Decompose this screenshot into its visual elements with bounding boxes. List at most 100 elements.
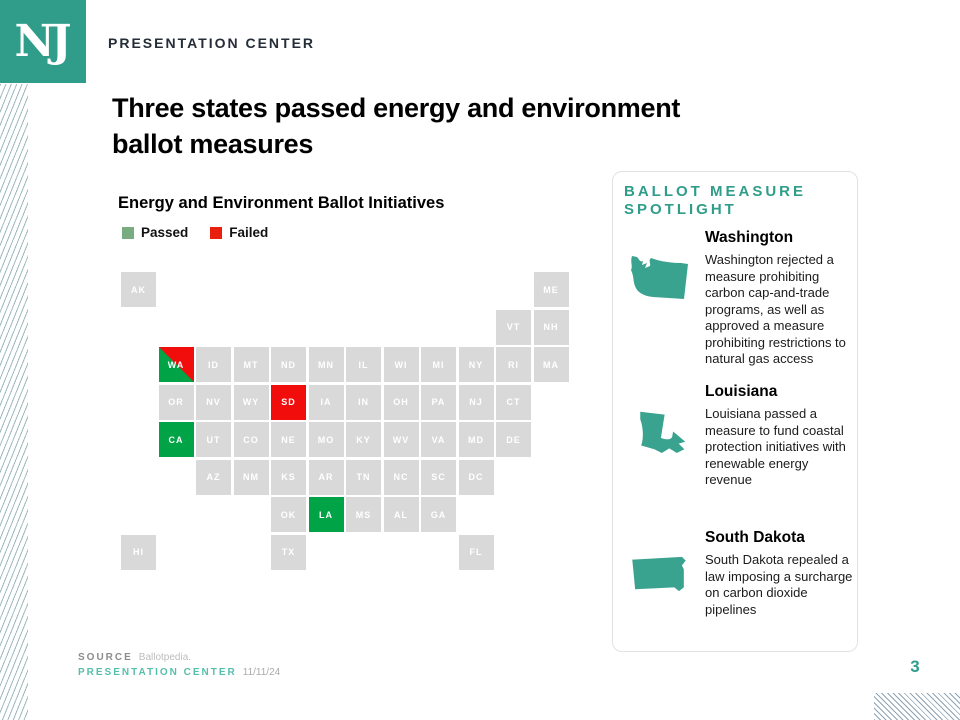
state-tile-label: GA <box>430 509 447 520</box>
state-tile-tx: TX <box>271 534 306 570</box>
state-tile-mo: MO <box>308 422 344 457</box>
state-tile-fl: FL <box>458 534 494 570</box>
state-tile-label: NJ <box>469 397 483 407</box>
slide-title: Three states passed energy and environme… <box>112 93 681 159</box>
state-tile-label: SD <box>281 397 296 407</box>
footer-brand-label: PRESENTATION CENTER <box>78 667 237 678</box>
state-tile-label: WI <box>394 359 408 370</box>
footer-date: 11/11/24 <box>242 667 281 678</box>
state-tile-ak: AK <box>121 272 156 307</box>
page-number: 3 <box>910 657 920 676</box>
state-tile-label: WA <box>167 359 185 370</box>
state-tile-label: TX <box>281 547 296 557</box>
state-tile-label: NY <box>468 359 484 370</box>
state-tile-label: KY <box>356 434 371 445</box>
nj-logo-text: NJ <box>14 16 71 67</box>
state-tile-label: OH <box>393 397 409 407</box>
state-tile-or: OR <box>158 384 194 420</box>
state-tile-label: NV <box>206 397 221 407</box>
state-tile-label: OR <box>168 397 184 407</box>
south-dakota-state-icon <box>632 556 686 592</box>
state-tile-ct: CT <box>496 384 531 420</box>
spotlight-state-text: South Dakota repealed a law imposing a s… <box>705 552 853 617</box>
state-tile-dc: DC <box>458 459 494 495</box>
state-tile-vt: VT <box>496 309 531 345</box>
state-tile-label: PA <box>431 397 446 407</box>
state-tile-me: ME <box>533 272 569 307</box>
nj-logo: NJ <box>0 0 86 83</box>
state-tile-id: ID <box>196 347 231 382</box>
state-tile-label: AK <box>131 284 146 295</box>
state-tile-label: MO <box>317 434 335 445</box>
state-tile-ca: CA <box>158 422 194 457</box>
legend-item-passed: Passed <box>122 225 188 240</box>
spotlight-entry-south-dakota: South Dakota South Dakota repealed a law… <box>613 529 859 618</box>
state-tile-label: ID <box>208 359 219 370</box>
spotlight-entry-louisiana: Louisiana Louisiana passed a measure to … <box>613 383 859 489</box>
state-tile-ok: OK <box>271 497 306 532</box>
state-tile-wi: WI <box>383 347 419 382</box>
state-tile-label: WV <box>392 434 410 445</box>
state-tile-label: MD <box>468 434 484 445</box>
diagonal-hatch-left <box>0 84 28 720</box>
state-tile-nm: NM <box>233 459 269 495</box>
state-tile-in: IN <box>346 384 381 420</box>
legend-label: Failed <box>229 225 269 240</box>
state-tile-nj: NJ <box>458 384 494 420</box>
state-tile-label: NH <box>543 322 559 332</box>
state-tile-label: KS <box>281 472 296 482</box>
tile-grid-map: AK ME VT NH WA ID MT ND MN IL WI MI NY RI MA OR NV WY SD IA… <box>121 272 571 572</box>
state-tile-label: CO <box>243 434 259 445</box>
state-tile-label: FL <box>469 547 483 557</box>
spotlight-state-text: Louisiana passed a measure to fund coast… <box>705 406 846 487</box>
state-tile-label: RI <box>508 359 519 370</box>
spotlight-state-name: South Dakota <box>705 529 805 546</box>
state-tile-ia: IA <box>308 384 344 420</box>
state-tile-label: CA <box>168 434 184 445</box>
state-tile-nd: ND <box>271 347 306 382</box>
footer-brand-line: PRESENTATION CENTER 11/11/24 <box>78 667 280 678</box>
state-tile-il: IL <box>346 347 381 382</box>
state-tile-label: CT <box>506 397 521 407</box>
state-tile-sc: SC <box>421 459 456 495</box>
state-tile-md: MD <box>458 422 494 457</box>
state-tile-label: TN <box>356 472 371 482</box>
state-tile-hi: HI <box>121 534 156 570</box>
state-tile-label: OK <box>280 509 297 520</box>
ballot-measure-spotlight-panel: BALLOT MEASURE SPOTLIGHT Washington Wash… <box>612 171 858 652</box>
source-value: Ballotpedia. <box>138 652 192 663</box>
source-label: SOURCE <box>78 652 133 663</box>
state-tile-mn: MN <box>308 347 344 382</box>
state-tile-pa: PA <box>421 384 456 420</box>
legend-label: Passed <box>141 225 189 240</box>
legend-swatch-passed <box>122 226 134 239</box>
state-tile-oh: OH <box>383 384 419 420</box>
state-tile-ut: UT <box>196 422 231 457</box>
state-tile-sd: SD <box>271 384 306 420</box>
state-tile-nc: NC <box>383 459 419 495</box>
diagonal-hatch-bottom-right <box>874 693 960 720</box>
state-tile-wa: WA <box>158 347 194 382</box>
state-tile-label: ME <box>543 284 559 295</box>
state-tile-ne: NE <box>271 422 306 457</box>
spotlight-entry-washington: Washington Washington rejected a measure… <box>613 229 859 368</box>
state-tile-co: CO <box>233 422 269 457</box>
legend-swatch-failed <box>210 226 223 239</box>
state-tile-ky: KY <box>346 422 381 457</box>
state-tile-ga: GA <box>421 497 456 532</box>
state-tile-label: LA <box>319 509 333 520</box>
state-tile-label: AZ <box>206 472 221 482</box>
state-tile-wy: WY <box>233 384 269 420</box>
state-tile-ri: RI <box>496 347 531 382</box>
state-tile-wv: WV <box>383 422 419 457</box>
state-tile-label: SC <box>431 472 446 482</box>
state-tile-label: MT <box>243 359 259 370</box>
presentation-center-label: PRESENTATION CENTER <box>108 35 316 51</box>
state-tile-ar: AR <box>308 459 344 495</box>
source-line: SOURCE Ballotpedia. <box>78 652 191 663</box>
chart-title: Energy and Environment Ballot Initiative… <box>118 194 445 212</box>
state-tile-label: ND <box>281 359 296 370</box>
state-tile-ma: MA <box>533 347 569 382</box>
state-tile-al: AL <box>383 497 419 532</box>
